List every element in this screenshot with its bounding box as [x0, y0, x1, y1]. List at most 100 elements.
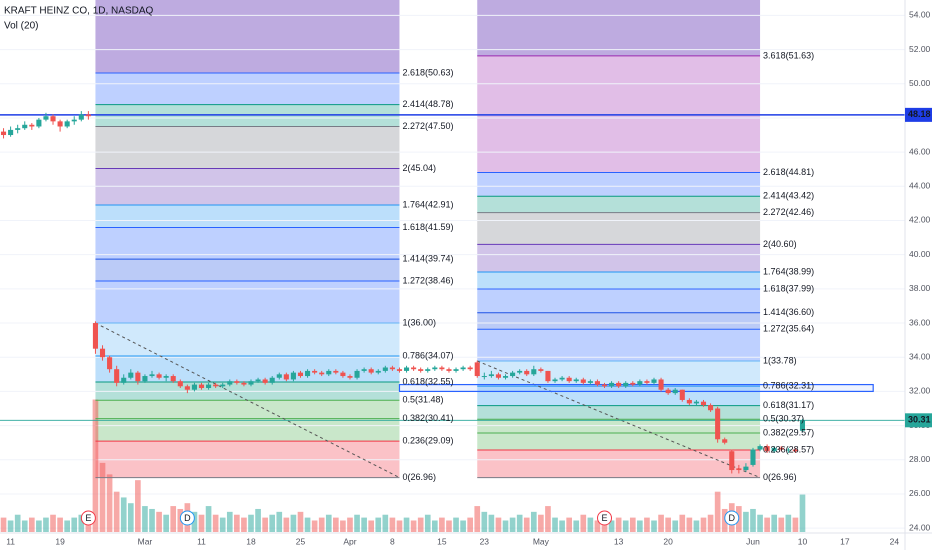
zone-box [398, 383, 874, 393]
candle-body [623, 382, 629, 387]
y-tick-label: 46.00 [909, 146, 931, 156]
candle-body [375, 370, 381, 373]
fib-band [95, 126, 400, 169]
fib-band [477, 212, 761, 245]
volume-bar [587, 517, 594, 532]
volume-bar [269, 514, 276, 532]
volume-bar [255, 508, 261, 532]
y-tick-label: 32.00 [909, 386, 931, 396]
candle-body [135, 372, 141, 382]
x-tick-label: 11 [197, 536, 206, 546]
y-tick-label: 34.00 [909, 351, 931, 361]
volume-bar [205, 506, 212, 532]
labels: KRAFT HEINZ CO, 1D, NASDAQ Vol (20) 0(26… [4, 6, 814, 526]
volume-bar [318, 517, 325, 532]
candle-body [184, 386, 190, 390]
y-tick-label: 40.00 [909, 249, 931, 259]
fib-level-label: 0.786(34.07) [402, 350, 453, 360]
candle-body [488, 374, 494, 377]
volume-bar [135, 480, 141, 532]
x-tick-label: 8 [390, 536, 395, 546]
candle-body [361, 369, 367, 371]
volume-bar [509, 517, 516, 532]
volume-bar [502, 520, 509, 532]
candle-body [389, 367, 395, 370]
fib-level-label: 0.786(32.31) [763, 380, 814, 390]
x-tick-label: 11 [6, 536, 15, 546]
fib-level-label: 2.272(47.50) [402, 121, 453, 131]
x-tick-label: 19 [55, 536, 65, 546]
candle-body [552, 379, 558, 382]
volume-bar [743, 511, 749, 532]
y-tick-label: 50.00 [909, 78, 931, 88]
fib-trend-line [477, 360, 761, 479]
candle-body [686, 399, 692, 404]
candle-body [43, 116, 49, 120]
x-tick-label: 13 [614, 536, 624, 546]
candle-body [170, 376, 176, 382]
volume-bar [127, 503, 134, 532]
fib-level-label: 2(45.04) [402, 163, 436, 173]
fib-level-label: 2.414(43.42) [763, 191, 814, 201]
volume-bar [403, 517, 410, 532]
candle-body [8, 129, 14, 136]
candle-body [495, 374, 502, 378]
y-tick-label: 54.00 [909, 10, 931, 20]
volume-bar [382, 514, 389, 532]
fib-level-label: 1(33.78) [763, 355, 797, 365]
candle-body [439, 367, 445, 370]
candle-body [559, 377, 565, 380]
candle-body [191, 384, 197, 390]
fib-level-label: 1.618(37.99) [763, 283, 814, 293]
fib-level-label: 3.618(51.63) [763, 50, 814, 60]
candle-body [177, 381, 183, 387]
candle-body [206, 384, 212, 389]
volume-bar [594, 520, 601, 532]
candle-body [644, 381, 650, 383]
candle-body [326, 370, 332, 375]
candle-body [368, 369, 374, 373]
volume-bar [71, 517, 78, 532]
volume-bar [700, 517, 707, 532]
volume-bar [340, 520, 346, 532]
fib-level-label: 1(36.00) [402, 317, 436, 327]
candle-body [290, 372, 296, 380]
candle-body [149, 374, 155, 377]
volume-bar [665, 517, 671, 532]
volume-bar [142, 506, 148, 532]
fib-level-label: 1.272(35.64) [763, 324, 814, 334]
volume-bar [234, 514, 240, 532]
fib-level-label: 2.272(42.46) [763, 207, 814, 217]
fib-band [477, 172, 761, 197]
volume-bar [785, 514, 792, 532]
candle-body [142, 376, 148, 382]
volume-bar [14, 514, 21, 532]
fib-band [477, 196, 761, 213]
candle-body [799, 420, 806, 431]
volume-bar [304, 517, 311, 532]
candles [0, 111, 806, 474]
candle-body [785, 449, 791, 451]
fib-band [477, 432, 761, 451]
fib-level-label: 1.414(39.74) [402, 253, 453, 263]
candle-body [347, 376, 353, 378]
volume-bar [219, 517, 226, 532]
volume-bar [226, 511, 233, 532]
y-tick-label: 28.00 [909, 454, 931, 464]
volume-bar [778, 517, 785, 532]
volume-bar [99, 462, 106, 532]
fib-band [477, 405, 761, 420]
x-tick-label: 20 [663, 536, 673, 546]
x-tick-label: 10 [798, 536, 808, 546]
event-label: D [184, 513, 191, 523]
candle-body [269, 377, 275, 383]
candle-body [729, 451, 735, 471]
candle-body [305, 370, 311, 377]
candle-body [531, 369, 537, 375]
x-tick-label: 24 [890, 536, 900, 546]
fib-level-label: 0.236(28.57) [763, 444, 814, 454]
volume-bar [276, 511, 283, 532]
x-tick-label: 23 [480, 536, 490, 546]
volume-bar [120, 497, 127, 532]
candle-body [510, 372, 516, 377]
